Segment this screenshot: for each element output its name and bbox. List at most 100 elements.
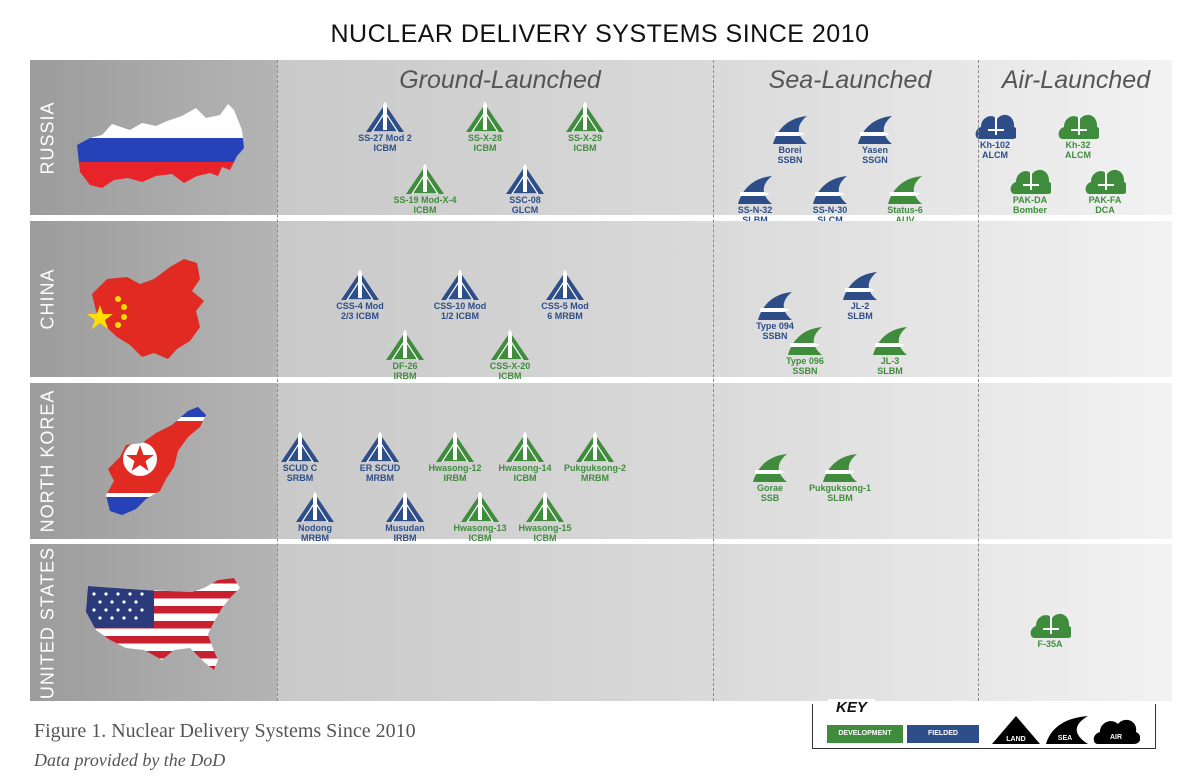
key-air-icon: AIR (1093, 719, 1140, 744)
key-title: KEY (828, 699, 875, 716)
system-label: SS-19 Mod-X-4 ICBM (380, 195, 470, 215)
air-icon (1010, 169, 1051, 194)
land-icon (576, 432, 614, 462)
system-label: Hwasong-15 ICBM (500, 523, 590, 543)
system-label: Borei SSBN (745, 145, 835, 165)
system-label: ER SCUD MRBM (335, 463, 425, 483)
sea-icon (813, 176, 847, 204)
system-label: CSS-5 Mod 6 MRBM (520, 301, 610, 321)
system-name: CSS-5 Mod (541, 301, 589, 311)
system-label: Type 096 SSBN (760, 356, 850, 376)
system-kh-102: Kh-102 ALCM (950, 105, 1040, 160)
country-label-russia: RUSSIA (37, 100, 58, 175)
row-united-states: UNITED STATES (30, 544, 1172, 701)
system-name: SS-19 Mod-X-4 (393, 195, 457, 205)
system-name: Hwasong-13 (453, 523, 507, 533)
sea-icon (773, 116, 807, 144)
system-type: IRBM (443, 473, 467, 483)
system-name: SS-N-32 (737, 205, 773, 215)
system-nodong: Nodong MRBM (270, 488, 360, 543)
system-type: SLBM (742, 215, 768, 225)
system-status-6: Status-6 AUV (860, 170, 950, 225)
system-hwasong-15: Hwasong-15 ICBM (500, 488, 590, 543)
system-ssc-08: SSC-08 GLCM (480, 160, 570, 215)
russia-flag-map (77, 104, 244, 188)
china-flag-map (87, 259, 204, 359)
system-label: DF-26 IRBM (360, 361, 450, 381)
system-type: SSBN (777, 155, 803, 165)
system-label: PAK-FA DCA (1060, 195, 1150, 215)
system-label: Hwasong-14 ICBM (480, 463, 570, 483)
land-icon (461, 492, 499, 522)
sea-icon (788, 327, 822, 355)
system-css-4-mod: CSS-4 Mod 2/3 ICBM (315, 266, 405, 321)
system-label: SCUD C SRBM (255, 463, 345, 483)
system-css-x-20: CSS-X-20 ICBM (465, 326, 555, 381)
system-name: JL-2 (850, 301, 870, 311)
system-name: CSS-4 Mod (336, 301, 384, 311)
header-ground-launched: Ground-Launched (399, 66, 601, 94)
system-label: PAK-DA Bomber (985, 195, 1075, 215)
system-css-5-mod: CSS-5 Mod 6 MRBM (520, 266, 610, 321)
system-ss-x-29: SS-X-29 ICBM (540, 98, 630, 153)
system-type: SLBM (827, 493, 853, 503)
system-ss-n-30: SS-N-30 SLCM (785, 170, 875, 225)
land-icon (526, 492, 564, 522)
system-label: SS-N-32 SLBM (710, 205, 800, 225)
system-musudan: Musudan IRBM (360, 488, 450, 543)
land-icon (366, 102, 404, 132)
system-label: CSS-10 Mod 1/2 ICBM (415, 301, 505, 321)
system-name: Musudan (385, 523, 425, 533)
system-type: ICBM (533, 533, 557, 543)
system-label: F-35A (1005, 639, 1095, 649)
key-fielded-swatch: FIELDED (907, 725, 979, 743)
land-icon (406, 164, 444, 194)
system-name: Hwasong-15 (518, 523, 572, 533)
system-label: SS-N-30 SLCM (785, 205, 875, 225)
system-name: Gorae (756, 483, 783, 493)
system-borei: Borei SSBN (745, 110, 835, 165)
land-icon (466, 102, 504, 132)
system-scud-c: SCUD C SRBM (255, 428, 345, 483)
system-label: SSC-08 GLCM (480, 195, 570, 215)
system-name: Pukguksong-2 (563, 463, 626, 473)
system-type: SSBN (792, 366, 818, 376)
system-label: Kh-102 ALCM (950, 140, 1040, 160)
key-land-icon: LAND (992, 716, 1040, 744)
system-type: DCA (1095, 205, 1115, 215)
air-icon (1058, 114, 1099, 139)
system-name: Yasen (861, 145, 889, 155)
system-label: SS-X-29 ICBM (540, 133, 630, 153)
system-label: SS-X-28 ICBM (440, 133, 530, 153)
system-type-096: Type 096 SSBN (760, 321, 850, 376)
system-label: CSS-X-20 ICBM (465, 361, 555, 381)
system-name: F-35A (1037, 639, 1063, 649)
system-type: Bomber (1012, 205, 1047, 215)
system-label: Hwasong-13 ICBM (435, 523, 525, 543)
land-icon (281, 432, 319, 462)
divider-country (277, 60, 278, 701)
system-type: SLBM (877, 366, 903, 376)
system-name: Kh-102 (979, 140, 1010, 150)
system-label: Musudan IRBM (360, 523, 450, 543)
system-label: Status-6 AUV (860, 205, 950, 225)
sea-icon (858, 116, 892, 144)
north-korea-flag-map (106, 407, 206, 515)
system-label: Yasen SSGN (830, 145, 920, 165)
system-type: 1/2 ICBM (440, 311, 479, 321)
system-label: Type 094 SSBN (730, 321, 820, 341)
system-name: Kh-32 (1065, 140, 1091, 150)
sea-icon (843, 272, 877, 300)
system-type: ICBM (498, 371, 522, 381)
delivery-systems-grid: RUSSIA Ground-Launched Sea-Launched Air-… (30, 60, 1172, 701)
key-air-label: AIR (1110, 734, 1122, 741)
system-ss-19-mod-x-4: SS-19 Mod-X-4 ICBM (380, 160, 470, 215)
system-type: ICBM (513, 473, 537, 483)
sea-icon (758, 292, 792, 320)
system-label: Gorae SSB (725, 483, 815, 503)
system-type: 6 MRBM (547, 311, 583, 321)
system-name: SSC-08 (509, 195, 541, 205)
united-states-flag-map (86, 578, 240, 670)
system-name: Hwasong-12 (428, 463, 482, 473)
system-pukguksong-2: Pukguksong-2 MRBM (550, 428, 640, 483)
